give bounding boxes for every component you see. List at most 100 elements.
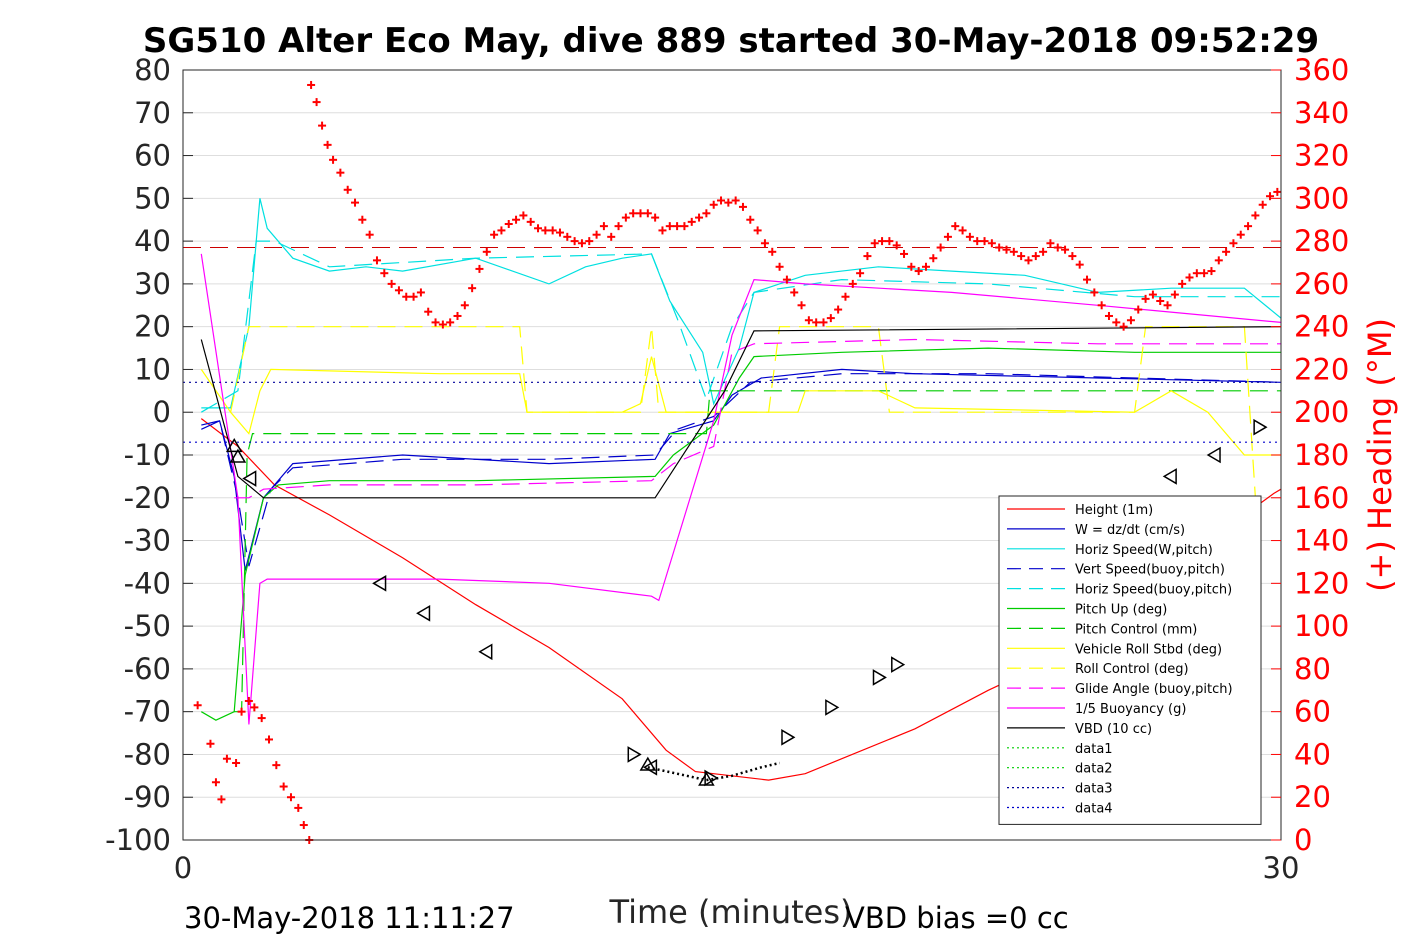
heading-point — [1126, 316, 1135, 325]
heading-point — [717, 196, 726, 205]
heading-point — [797, 301, 806, 310]
heading-point — [1009, 247, 1018, 256]
heading-point — [1192, 269, 1201, 278]
marker-triangle — [242, 470, 257, 487]
heading-point — [1207, 267, 1216, 276]
heading-point — [1222, 247, 1231, 256]
heading-point — [804, 316, 813, 325]
marker-triangle — [872, 669, 887, 686]
y-tick-label: -80 — [124, 737, 171, 771]
heading-point — [738, 202, 747, 211]
right-tick-label: 100 — [1294, 609, 1349, 643]
marker-triangle — [704, 769, 719, 787]
right-tick-label: 220 — [1294, 352, 1349, 386]
heading-point — [702, 209, 711, 218]
heading-point — [468, 284, 477, 293]
right-tick-label: 240 — [1294, 310, 1349, 344]
right-tick-label: 40 — [1294, 737, 1331, 771]
heading-point — [709, 200, 718, 209]
series-line — [234, 390, 1281, 713]
y-tick-label: 40 — [134, 224, 171, 258]
heading-point — [900, 249, 909, 258]
heading-point — [863, 252, 872, 261]
heading-point — [1090, 288, 1099, 297]
heading-point — [1039, 247, 1048, 256]
heading-point — [279, 782, 288, 791]
heading-point — [570, 237, 579, 246]
heading-point — [237, 707, 246, 716]
heading-point — [460, 301, 469, 310]
heading-point — [512, 215, 521, 224]
heading-point — [980, 237, 989, 246]
heading-point — [878, 237, 887, 246]
right-tick-label: 0 — [1294, 823, 1312, 857]
legend-label: Vert Speed(buoy,pitch) — [1075, 563, 1225, 578]
heading-point — [987, 239, 996, 248]
heading-point — [475, 264, 484, 273]
series-line — [200, 240, 1281, 413]
y-tick-label: -10 — [124, 438, 171, 472]
heading-point — [526, 217, 535, 226]
heading-point — [323, 140, 332, 149]
heading-point — [424, 307, 433, 316]
heading-point — [621, 213, 630, 222]
heading-point — [585, 237, 594, 246]
heading-point — [643, 209, 652, 218]
heading-point — [555, 228, 564, 237]
heading-point — [914, 267, 923, 276]
heading-point — [372, 256, 381, 265]
y-tick-label: 20 — [134, 310, 171, 344]
right-tick-label: 280 — [1294, 224, 1349, 258]
series-line — [201, 373, 1281, 567]
heading-point — [402, 292, 411, 301]
series-line — [201, 198, 1281, 409]
legend-label: Roll Control (deg) — [1075, 662, 1189, 677]
heading-point — [409, 292, 418, 301]
heading-point — [343, 185, 352, 194]
legend-box — [998, 495, 1262, 825]
heading-point — [351, 198, 360, 207]
heading-point — [1104, 311, 1113, 320]
heading-point — [687, 217, 696, 226]
heading-point — [534, 224, 543, 233]
heading-point — [673, 222, 682, 231]
heading-point — [636, 209, 645, 218]
right-tick-label: 140 — [1294, 524, 1349, 558]
footer-date: 30-May-2018 11:11:27 — [184, 901, 515, 935]
right-tick-label: 80 — [1294, 652, 1331, 686]
marker-triangle — [229, 448, 247, 463]
heading-point — [929, 254, 938, 263]
right-tick-label: 180 — [1294, 438, 1349, 472]
heading-point — [592, 230, 601, 239]
legend-label: data4 — [1075, 802, 1113, 817]
heading-point — [629, 209, 638, 218]
heading-point — [387, 279, 396, 288]
footer-vbd-bias: VBD bias =0 cc — [845, 901, 1069, 935]
heading-point — [519, 211, 528, 220]
heading-point — [768, 247, 777, 256]
heading-point — [1178, 279, 1187, 288]
legend-label: data1 — [1075, 742, 1113, 757]
heading-point — [965, 232, 974, 241]
heading-point — [482, 247, 491, 256]
heading-point — [577, 239, 586, 248]
marker-triangle — [825, 699, 840, 716]
legend-label: 1/5 Buoyancy (g) — [1075, 702, 1186, 717]
y-tick-label: -100 — [105, 823, 171, 857]
right-tick-label: 20 — [1294, 780, 1331, 814]
legend-label: Vehicle Roll Stbd (deg) — [1075, 642, 1222, 657]
heading-point — [1214, 256, 1223, 265]
heading-point — [1024, 256, 1033, 265]
legend-label: Pitch Control (mm) — [1075, 622, 1197, 637]
heading-point — [244, 696, 253, 705]
heading-point — [318, 121, 327, 130]
heading-point — [329, 155, 338, 164]
heading-point — [416, 288, 425, 297]
heading-point — [286, 793, 295, 802]
series-line — [200, 356, 1281, 456]
heading-point — [336, 168, 345, 177]
heading-point — [870, 239, 879, 248]
heading-point — [614, 222, 623, 231]
heading-point — [1244, 222, 1253, 231]
